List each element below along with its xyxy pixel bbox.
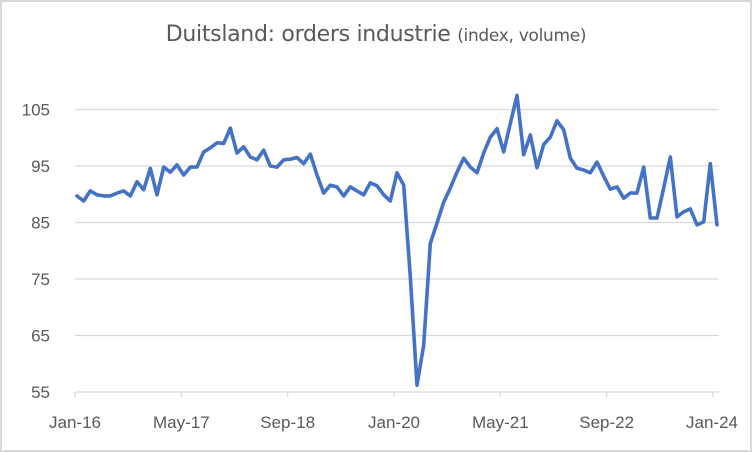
y-tick-label: 75	[31, 270, 50, 289]
y-tick-label: 55	[31, 383, 50, 402]
series-layer	[75, 93, 719, 388]
chart-subtitle: (index, volume)	[457, 26, 587, 46]
y-axis-ticks: 105 95 85 75 65 55	[22, 101, 50, 403]
chart-title: Duitsland: orders industrie (index, volu…	[0, 22, 752, 47]
y-tick-label: 105	[22, 101, 50, 120]
y-tick-label: 85	[31, 214, 50, 233]
y-tick-label: 95	[31, 157, 50, 176]
x-tick-label: May-21	[472, 413, 529, 432]
chart-title-main: Duitsland: orders industrie	[165, 22, 451, 47]
x-tick-label: Jan-20	[368, 413, 420, 432]
gridlines	[75, 108, 719, 337]
x-tick-label: May-17	[153, 413, 210, 432]
y-tick-label: 65	[31, 327, 50, 346]
x-axis: Jan-16 May-17 Sep-18 Jan-20 May-21 Sep-22 Jan-…	[49, 391, 738, 432]
x-tick-label: Sep-22	[579, 413, 634, 432]
x-tick-label: Jan-24	[686, 413, 738, 432]
series-line	[75, 93, 719, 388]
x-tick-label: Jan-16	[49, 413, 101, 432]
x-tick-label: Sep-18	[260, 413, 315, 432]
